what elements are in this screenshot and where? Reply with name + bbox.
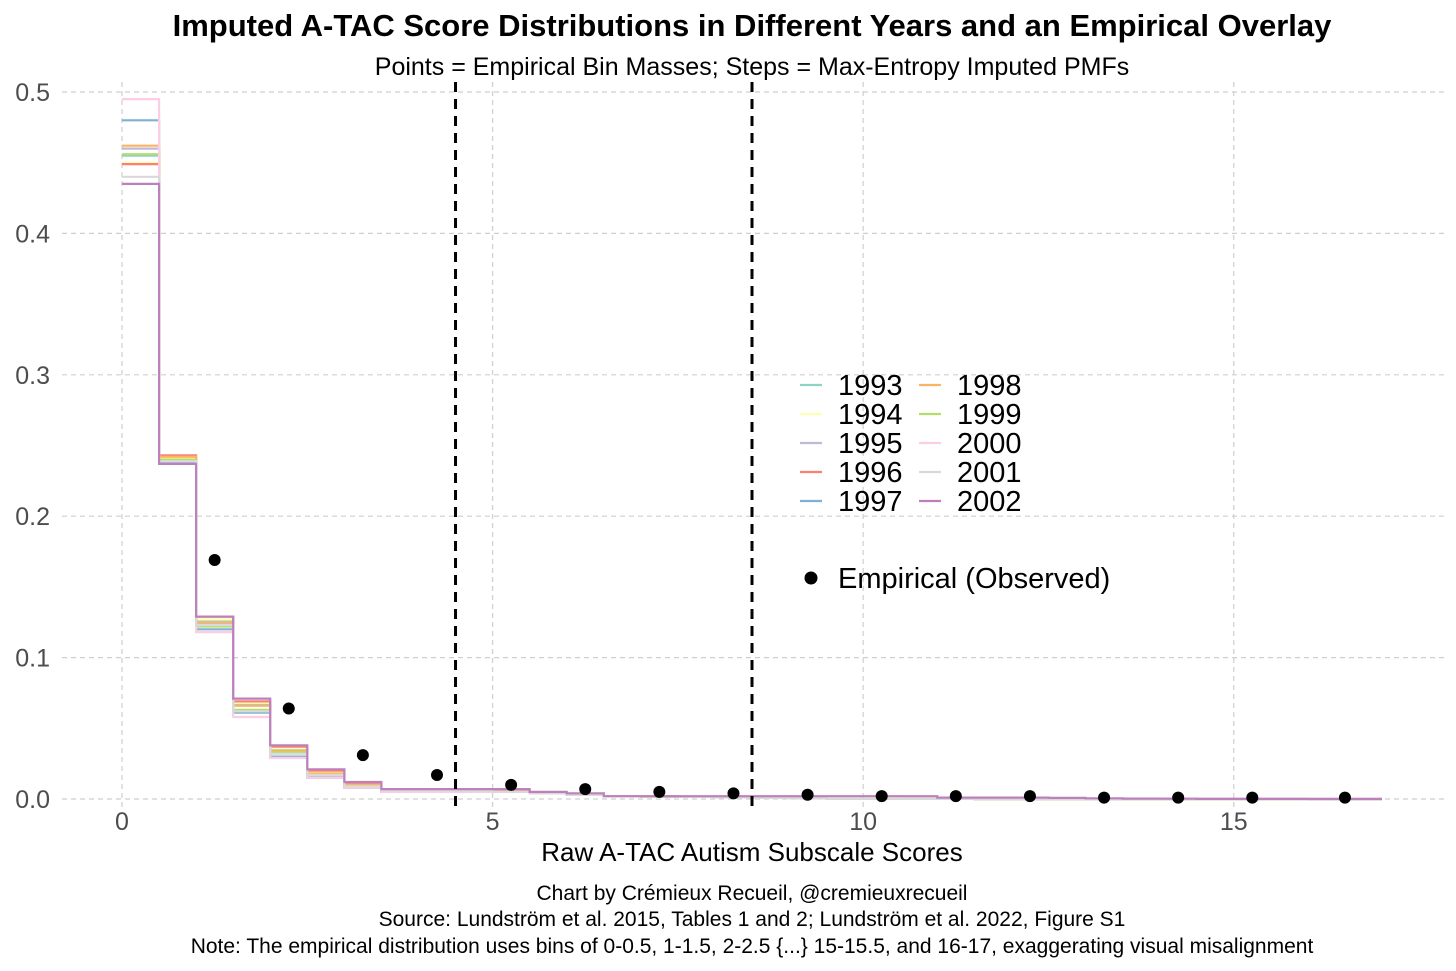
empirical-point bbox=[801, 788, 814, 801]
empirical-points bbox=[208, 554, 1351, 804]
legend-label-empirical: Empirical (Observed) bbox=[838, 563, 1110, 595]
reference-lines bbox=[454, 82, 754, 808]
legend-label-1994: 1994 bbox=[838, 399, 903, 431]
legend-label-1998: 1998 bbox=[957, 370, 1022, 402]
x-axis: 0 5 10 15 bbox=[115, 808, 1248, 836]
y-tick-label: 0.4 bbox=[15, 220, 50, 248]
x-axis-label: Raw A-TAC Autism Subscale Scores bbox=[541, 837, 962, 867]
caption-line-3: Note: The empirical distribution uses bi… bbox=[191, 935, 1314, 958]
legend-label-1995: 1995 bbox=[838, 428, 903, 460]
empirical-point bbox=[875, 790, 888, 803]
legend-key-empirical bbox=[804, 571, 818, 585]
chart-subtitle: Points = Empirical Bin Masses; Steps = M… bbox=[375, 53, 1129, 81]
y-tick-label: 0.2 bbox=[15, 503, 50, 531]
empirical-point bbox=[949, 790, 962, 803]
empirical-point bbox=[356, 749, 369, 762]
empirical-point bbox=[1338, 791, 1351, 804]
series-step-2002 bbox=[122, 182, 1382, 801]
empirical-point bbox=[1246, 791, 1259, 804]
y-tick-label: 0.3 bbox=[15, 362, 50, 390]
legend-label-2000: 2000 bbox=[957, 428, 1022, 460]
legend-label-1996: 1996 bbox=[838, 457, 903, 489]
x-tick-label: 15 bbox=[1220, 808, 1248, 836]
empirical-point bbox=[653, 785, 666, 798]
x-tick-label: 5 bbox=[486, 808, 500, 836]
y-tick-label: 0.1 bbox=[15, 645, 50, 673]
x-tick-label: 0 bbox=[115, 808, 129, 836]
legend-label-2002: 2002 bbox=[957, 486, 1022, 518]
x-tick-label: 10 bbox=[849, 808, 877, 836]
caption-line-1: Chart by Crémieux Recueil, @cremieuxrecu… bbox=[537, 882, 968, 905]
empirical-point bbox=[1098, 791, 1111, 804]
empirical-point bbox=[1023, 790, 1036, 803]
empirical-point bbox=[1172, 791, 1185, 804]
empirical-point bbox=[431, 768, 443, 781]
empirical-point bbox=[208, 554, 221, 567]
caption-line-2: Source: Lundström et al. 2015, Tables 1 … bbox=[379, 908, 1126, 931]
y-axis: 0.0 0.1 0.2 0.3 0.4 0.5 bbox=[15, 79, 50, 814]
empirical-point bbox=[282, 702, 295, 715]
legend-label-1997: 1997 bbox=[838, 486, 903, 518]
legend-label-2001: 2001 bbox=[957, 457, 1022, 489]
empirical-point bbox=[579, 783, 592, 796]
empirical-point bbox=[505, 778, 518, 791]
legend-label-1993: 1993 bbox=[838, 370, 903, 402]
empirical-point bbox=[727, 787, 740, 800]
y-tick-label: 0.0 bbox=[15, 786, 50, 814]
chart-title: Imputed A-TAC Score Distributions in Dif… bbox=[173, 8, 1333, 43]
legend-label-1999: 1999 bbox=[957, 399, 1022, 431]
y-tick-label: 0.5 bbox=[15, 79, 50, 107]
